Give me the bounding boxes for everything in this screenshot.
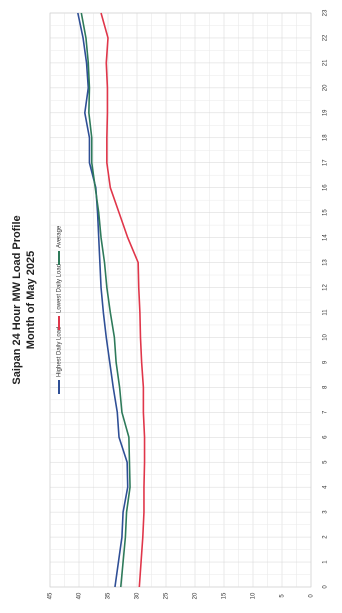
x-tick-label: 12 xyxy=(323,284,329,291)
x-tick-label: 3 xyxy=(323,510,329,514)
legend: Highest Daily Load Lowest Daily Load Avera… xyxy=(57,225,63,394)
x-tick-label: 7 xyxy=(323,410,329,414)
x-tick-label: 11 xyxy=(323,309,329,316)
x-tick-label: 10 xyxy=(323,333,329,340)
y-axis-ticks: 0 5 10 15 20 25 30 35 40 45 xyxy=(48,592,315,599)
x-tick-label: 18 xyxy=(323,134,329,141)
y-tick-label: 40 xyxy=(77,592,83,599)
legend-label: Highest Daily Load xyxy=(57,327,63,377)
x-tick-label: 5 xyxy=(323,460,329,464)
y-tick-label: 35 xyxy=(106,592,112,599)
x-tick-label: 13 xyxy=(323,259,329,266)
x-tick-label: 19 xyxy=(323,109,329,116)
y-tick-label: 0 xyxy=(309,594,315,598)
x-tick-label: 21 xyxy=(323,59,329,66)
x-tick-label: 17 xyxy=(323,159,329,166)
chart-title: Saipan 24 Hour MW Load Profile xyxy=(11,215,23,384)
x-tick-label: 0 xyxy=(323,585,329,589)
y-tick-label: 10 xyxy=(251,592,257,599)
x-tick-label: 15 xyxy=(323,209,329,216)
x-tick-label: 16 xyxy=(323,184,329,191)
y-tick-label: 45 xyxy=(48,592,54,599)
x-tick-label: 1 xyxy=(323,560,329,564)
x-tick-label: 8 xyxy=(323,385,329,389)
chart-subtitle: Month of May 2025 xyxy=(25,251,37,349)
y-tick-label: 5 xyxy=(280,594,286,598)
y-tick-label: 15 xyxy=(222,592,228,599)
x-tick-label: 23 xyxy=(323,9,329,16)
y-tick-label: 25 xyxy=(164,592,170,599)
x-tick-label: 2 xyxy=(323,535,329,539)
y-tick-label: 20 xyxy=(193,592,199,599)
x-tick-label: 22 xyxy=(323,34,329,41)
chart-titles: Saipan 24 Hour MW Load Profile Month of M… xyxy=(11,215,37,384)
legend-label: Lowest Daily Load xyxy=(57,264,63,313)
x-tick-label: 20 xyxy=(323,84,329,91)
y-tick-label: 30 xyxy=(135,592,141,599)
x-tick-label: 4 xyxy=(323,485,329,489)
x-tick-label: 6 xyxy=(323,435,329,439)
x-tick-label: 14 xyxy=(323,234,329,241)
x-tick-label: 9 xyxy=(323,360,329,364)
legend-label: Average xyxy=(57,225,63,248)
